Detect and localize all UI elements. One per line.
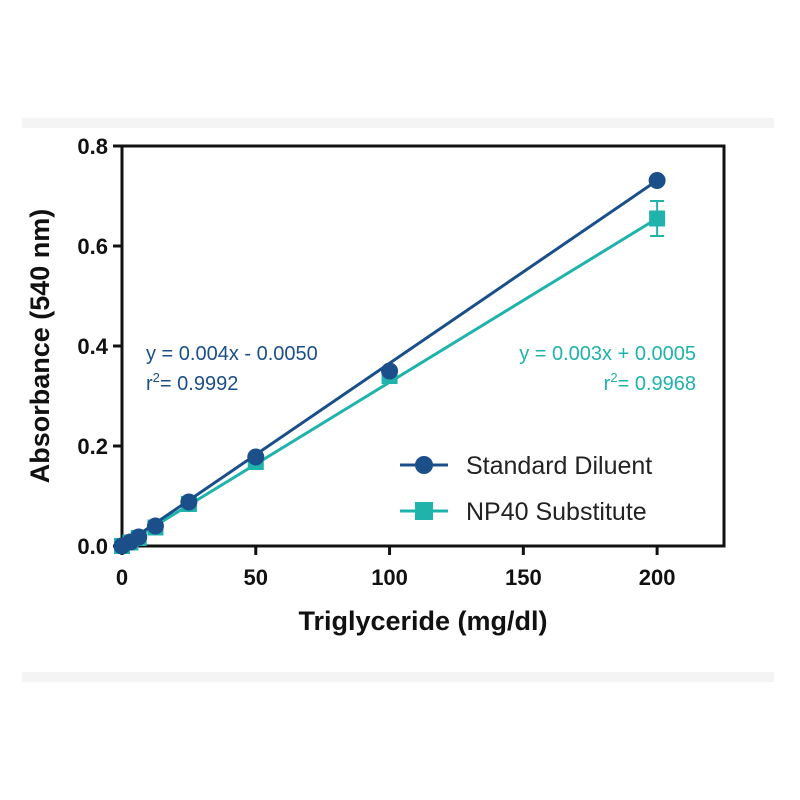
legend-item-np40-substitute: NP40 Substitute (400, 498, 647, 526)
series-layer (113, 172, 666, 555)
x-tick-label: 200 (639, 565, 676, 590)
data-point-standard-diluent (648, 172, 666, 189)
data-point-standard-diluent (146, 517, 164, 535)
x-tick-label: 100 (371, 565, 408, 590)
x-tick-label: 50 (244, 565, 268, 590)
x-tick-label: 0 (116, 565, 128, 590)
x-axis-label: Triglyceride (mg/dl) (298, 606, 547, 636)
x-axis-ticks: 0 50 100 150 200 (116, 546, 676, 590)
y-tick-label: 0.6 (77, 234, 108, 259)
legend: Standard Diluent NP40 Substitute (400, 452, 652, 526)
top-divider-band (22, 118, 774, 128)
legend-marker-circle (415, 456, 433, 474)
bottom-divider-band (22, 672, 774, 682)
y-axis-ticks: 0.0 0.2 0.4 0.6 0.8 (77, 134, 122, 559)
data-point-np40-substitute (649, 210, 666, 227)
legend-label-standard-diluent: Standard Diluent (466, 452, 652, 480)
legend-label-np40-substitute: NP40 Substitute (466, 498, 647, 526)
r2-np40-substitute: r2= 0.9968 (604, 370, 696, 395)
legend-marker-square (415, 502, 433, 520)
equation-standard-diluent: y = 0.004x - 0.0050 (146, 343, 318, 365)
data-point-standard-diluent (247, 448, 265, 466)
y-tick-label: 0.8 (77, 134, 108, 159)
y-tick-label: 0.0 (77, 534, 108, 559)
r2-standard-diluent: r2= 0.9992 (146, 370, 238, 395)
y-tick-label: 0.4 (77, 334, 108, 359)
x-tick-label: 150 (505, 565, 542, 590)
data-point-standard-diluent (381, 362, 399, 380)
series-standard-diluent (113, 172, 666, 555)
data-point-standard-diluent (180, 493, 198, 511)
y-tick-label: 0.2 (77, 434, 108, 459)
legend-item-standard-diluent: Standard Diluent (400, 452, 652, 480)
data-point-standard-diluent (130, 528, 148, 546)
y-axis-label: Absorbance (540 nm) (25, 209, 55, 484)
equation-np40-substitute: y = 0.003x + 0.0005 (519, 343, 696, 365)
